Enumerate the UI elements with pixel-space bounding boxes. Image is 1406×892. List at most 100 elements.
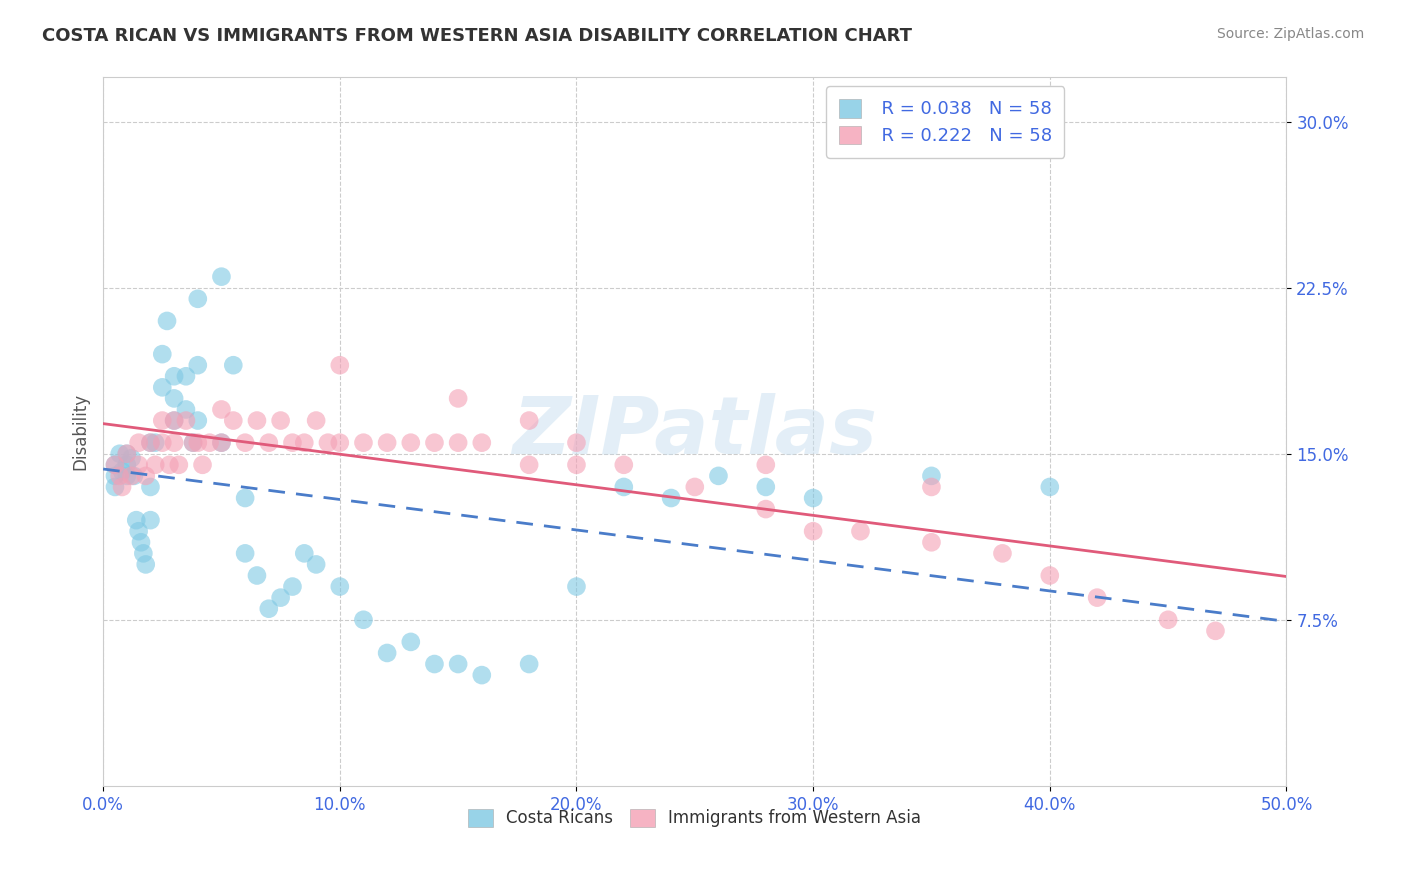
Point <box>187 435 209 450</box>
Point <box>104 469 127 483</box>
Point <box>305 413 328 427</box>
Point <box>270 591 292 605</box>
Point <box>156 314 179 328</box>
Y-axis label: Disability: Disability <box>72 393 89 470</box>
Point <box>167 458 190 472</box>
Point <box>163 435 186 450</box>
Point <box>683 480 706 494</box>
Point <box>801 491 824 505</box>
Legend: Costa Ricans, Immigrants from Western Asia: Costa Ricans, Immigrants from Western As… <box>461 802 928 834</box>
Point <box>163 413 186 427</box>
Point <box>187 292 209 306</box>
Point <box>128 435 150 450</box>
Point <box>163 413 186 427</box>
Point <box>423 657 446 671</box>
Point <box>211 435 233 450</box>
Point <box>135 558 157 572</box>
Point <box>108 469 131 483</box>
Point <box>150 380 173 394</box>
Point <box>316 435 339 450</box>
Point <box>111 465 134 479</box>
Point <box>157 458 180 472</box>
Point <box>246 568 269 582</box>
Point <box>1039 480 1062 494</box>
Point <box>150 435 173 450</box>
Point <box>755 458 778 472</box>
Point <box>104 458 127 472</box>
Point <box>329 580 352 594</box>
Point <box>222 358 245 372</box>
Point <box>163 369 186 384</box>
Point <box>755 480 778 494</box>
Point <box>329 358 352 372</box>
Point <box>174 413 197 427</box>
Point <box>139 435 162 450</box>
Point <box>353 613 375 627</box>
Point <box>565 435 588 450</box>
Point <box>447 657 470 671</box>
Point <box>1157 613 1180 627</box>
Point <box>211 435 233 450</box>
Point <box>471 435 494 450</box>
Point <box>1039 568 1062 582</box>
Point <box>233 435 256 450</box>
Point <box>115 447 138 461</box>
Point <box>329 435 352 450</box>
Point <box>233 546 256 560</box>
Point <box>139 513 162 527</box>
Point <box>187 358 209 372</box>
Point <box>565 580 588 594</box>
Point <box>125 513 148 527</box>
Point <box>108 447 131 461</box>
Point <box>115 469 138 483</box>
Point <box>187 413 209 427</box>
Point <box>222 413 245 427</box>
Point <box>139 435 162 450</box>
Point <box>707 469 730 483</box>
Point <box>517 657 540 671</box>
Point <box>920 480 942 494</box>
Point <box>281 435 304 450</box>
Point <box>305 558 328 572</box>
Point <box>150 347 173 361</box>
Point <box>121 451 143 466</box>
Point <box>801 524 824 539</box>
Point <box>375 646 398 660</box>
Point <box>211 269 233 284</box>
Point <box>920 535 942 549</box>
Point <box>104 458 127 472</box>
Point <box>517 458 540 472</box>
Point <box>139 480 162 494</box>
Point <box>181 435 204 450</box>
Point <box>150 413 173 427</box>
Point <box>121 469 143 483</box>
Point <box>613 480 636 494</box>
Point <box>128 524 150 539</box>
Point <box>257 601 280 615</box>
Point <box>191 458 214 472</box>
Point <box>233 491 256 505</box>
Point <box>447 392 470 406</box>
Point <box>246 413 269 427</box>
Point <box>423 435 446 450</box>
Point <box>122 469 145 483</box>
Point <box>1085 591 1108 605</box>
Point <box>174 369 197 384</box>
Point <box>132 546 155 560</box>
Point <box>163 392 186 406</box>
Point <box>143 458 166 472</box>
Point <box>257 435 280 450</box>
Point <box>111 480 134 494</box>
Point <box>613 458 636 472</box>
Point <box>143 435 166 450</box>
Point <box>128 458 150 472</box>
Text: COSTA RICAN VS IMMIGRANTS FROM WESTERN ASIA DISABILITY CORRELATION CHART: COSTA RICAN VS IMMIGRANTS FROM WESTERN A… <box>42 27 912 45</box>
Point <box>755 502 778 516</box>
Text: Source: ZipAtlas.com: Source: ZipAtlas.com <box>1216 27 1364 41</box>
Point <box>174 402 197 417</box>
Point <box>375 435 398 450</box>
Point <box>659 491 682 505</box>
Point <box>270 413 292 427</box>
Point <box>447 435 470 450</box>
Point <box>399 435 422 450</box>
